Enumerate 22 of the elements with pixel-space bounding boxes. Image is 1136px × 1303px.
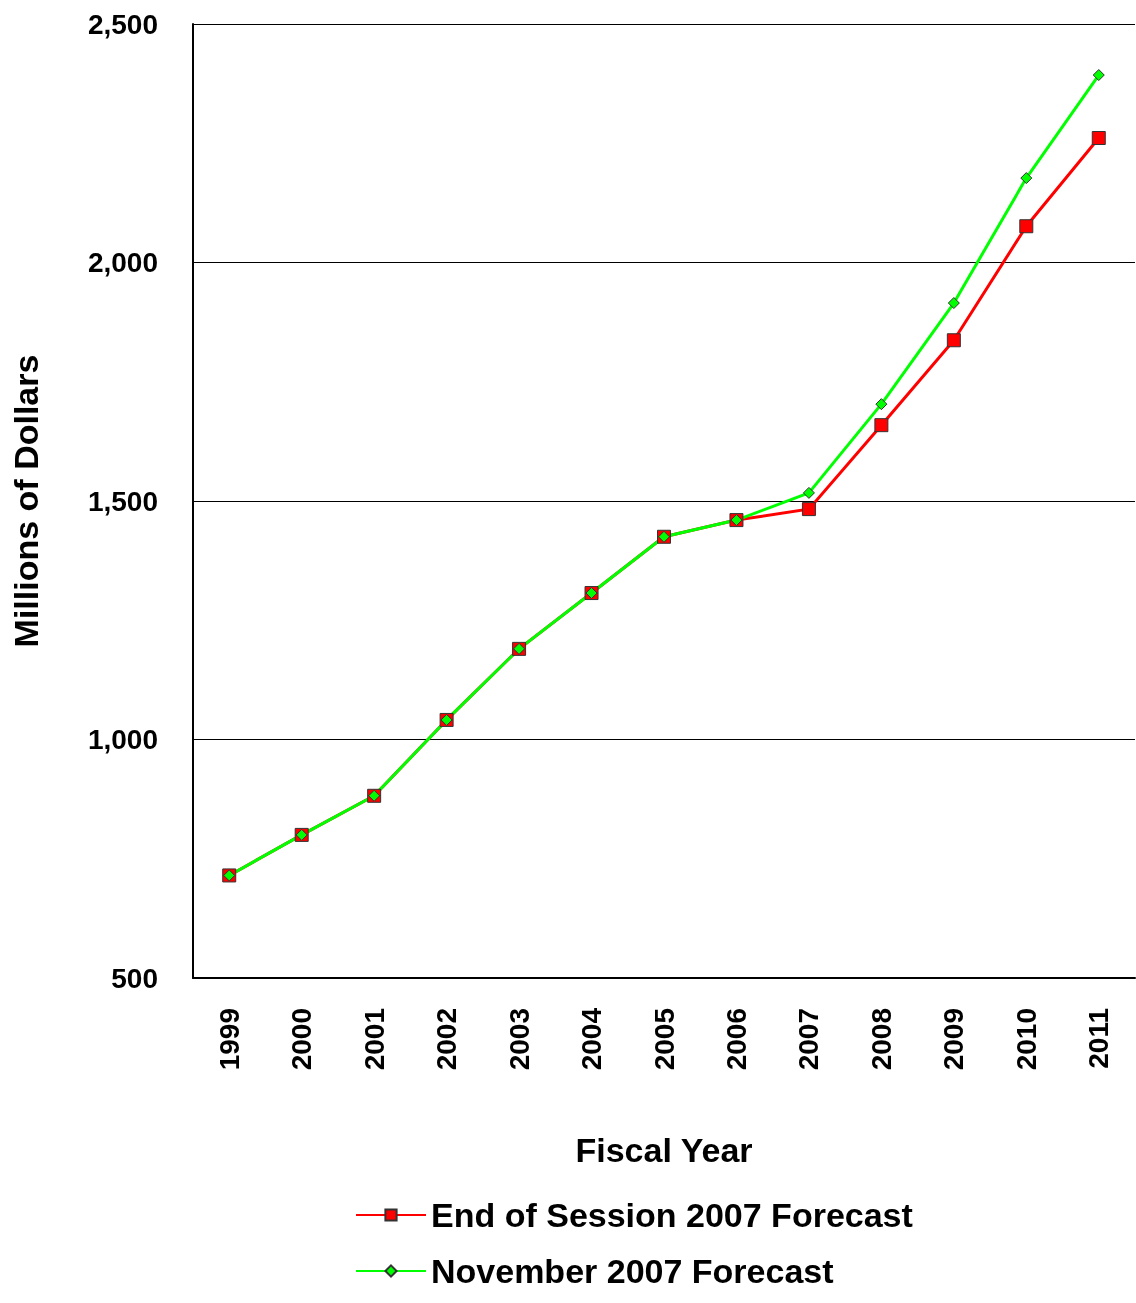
y-axis-title: Millions of Dollars: [7, 354, 45, 648]
x-tick-label: 2010: [1010, 1008, 1042, 1071]
x-tick-label: 2011: [1083, 1008, 1115, 1069]
x-tick-label: 2002: [431, 1008, 463, 1071]
y-tick-label: 1,000: [87, 724, 158, 755]
x-tick-label: 2000: [286, 1008, 318, 1071]
legend-label: End of Session 2007 Forecast: [431, 1196, 913, 1234]
x-tick-label: 2009: [938, 1008, 970, 1071]
x-tick-label: 2007: [793, 1008, 825, 1071]
y-tick-label: 2,000: [87, 247, 158, 278]
x-tick-label: 1999: [213, 1008, 245, 1071]
y-tick-label: 2,500: [87, 8, 158, 40]
x-tick-label: 2006: [720, 1008, 752, 1071]
x-tick-label: 2003: [503, 1008, 535, 1071]
legend-label: November 2007 Forecast: [431, 1252, 834, 1290]
x-tick-label: 2005: [648, 1008, 680, 1071]
x-tick-label: 2001: [358, 1008, 390, 1071]
x-tick-label: 2004: [576, 1007, 608, 1071]
y-tick-label: 500: [111, 962, 158, 994]
y-tick-label: 1,500: [87, 485, 158, 517]
x-axis-title: Fiscal Year: [575, 1131, 753, 1169]
x-tick-label: 2008: [865, 1008, 897, 1071]
